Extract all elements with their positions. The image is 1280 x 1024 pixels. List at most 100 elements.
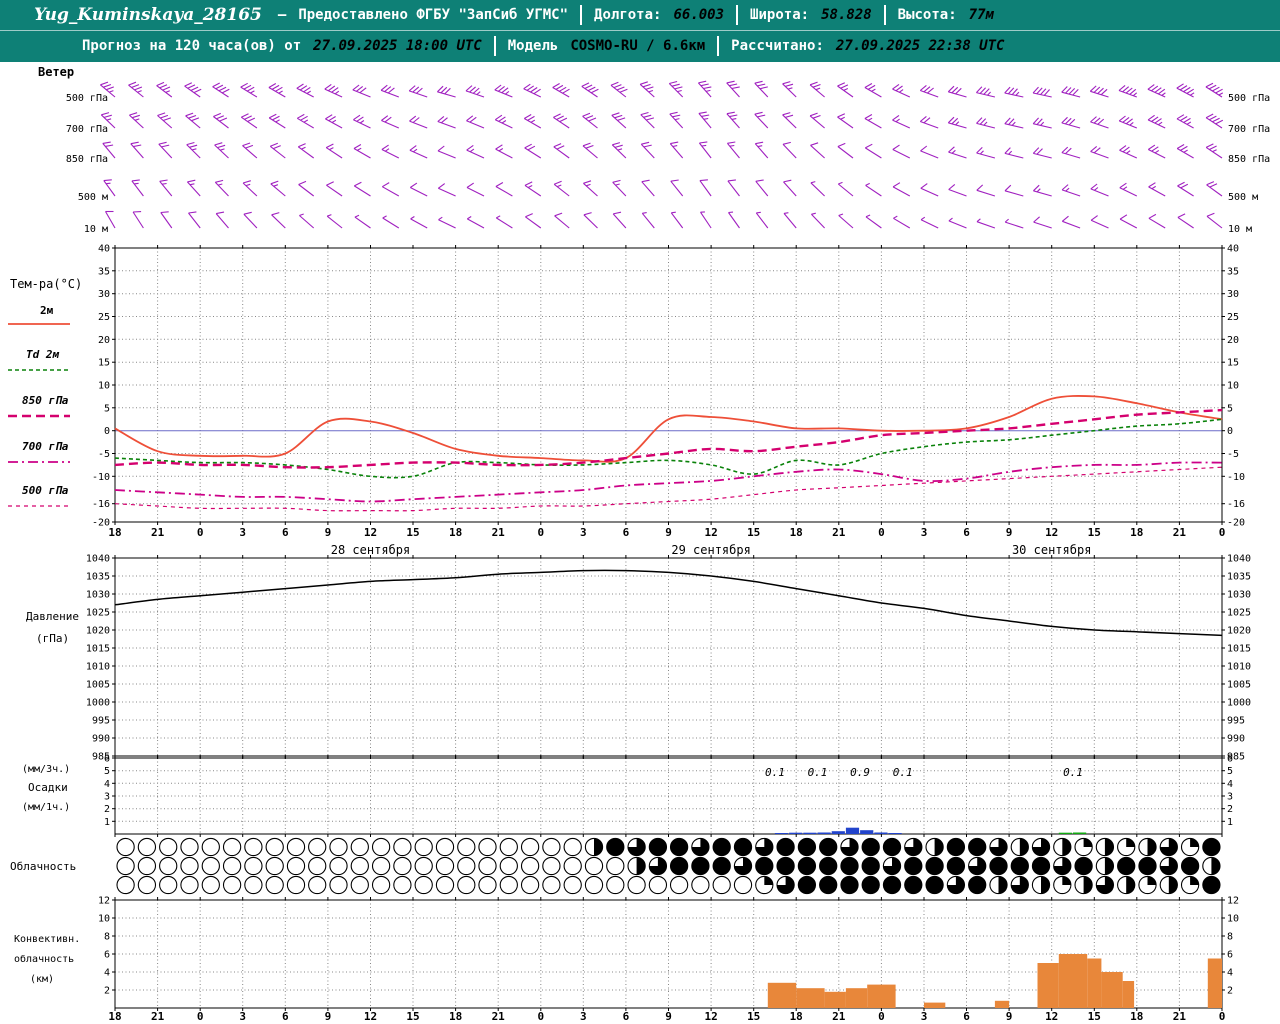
- header-separator: [493, 36, 496, 56]
- svg-text:12: 12: [364, 1010, 377, 1023]
- svg-text:12: 12: [1045, 526, 1058, 539]
- svg-text:15: 15: [1088, 1010, 1101, 1023]
- svg-text:3: 3: [1227, 792, 1233, 803]
- svg-text:-16: -16: [1227, 499, 1245, 510]
- svg-text:40: 40: [1227, 244, 1239, 255]
- svg-text:4: 4: [1227, 779, 1233, 790]
- svg-text:3: 3: [580, 526, 587, 539]
- svg-text:15: 15: [1088, 526, 1101, 539]
- svg-text:12: 12: [1045, 1010, 1058, 1023]
- svg-text:-16: -16: [92, 499, 110, 510]
- wind-barbs-1: [100, 111, 1224, 129]
- station-name: Yug_Kuminskaya_28165: [34, 5, 262, 25]
- svg-text:21: 21: [492, 1010, 506, 1023]
- panel-borders: [112, 245, 1225, 1011]
- svg-text:(мм/3ч.): (мм/3ч.): [22, 764, 70, 775]
- svg-text:985: 985: [1227, 752, 1245, 763]
- svg-text:18: 18: [108, 1010, 121, 1023]
- svg-text:25: 25: [98, 312, 110, 323]
- svg-text:4: 4: [104, 779, 110, 790]
- svg-text:15: 15: [98, 358, 110, 369]
- header: Yug_Kuminskaya_28165 — Предоставлено ФГБ…: [0, 0, 1280, 62]
- svg-text:(мм/1ч.): (мм/1ч.): [22, 802, 70, 813]
- svg-text:1035: 1035: [1227, 572, 1251, 583]
- svg-text:Давление: Давление: [26, 610, 79, 623]
- svg-text:15: 15: [406, 526, 419, 539]
- svg-text:3: 3: [104, 792, 110, 803]
- svg-text:15: 15: [406, 1010, 419, 1023]
- svg-text:5: 5: [104, 403, 110, 414]
- svg-text:1015: 1015: [86, 644, 110, 655]
- header-separator: [580, 5, 583, 25]
- svg-text:9: 9: [1006, 526, 1013, 539]
- svg-text:9: 9: [1006, 1010, 1013, 1023]
- svg-text:0.1: 0.1: [1063, 766, 1083, 779]
- svg-text:500 гПа: 500 гПа: [22, 484, 69, 497]
- svg-text:500 гПа: 500 гПа: [1228, 93, 1270, 104]
- svg-text:-10: -10: [92, 472, 110, 483]
- svg-text:10: 10: [98, 381, 110, 392]
- longitude-value: 66.003: [673, 7, 725, 23]
- svg-text:6: 6: [963, 1010, 970, 1023]
- svg-text:Осадки: Осадки: [28, 781, 68, 794]
- temp-series-Td 2м: [114, 418, 1223, 479]
- temperature-legend: Тем-ра(°C) 2м Td 2м 850 гПа 700 гПа 500 гПа: [8, 277, 82, 507]
- svg-text:0: 0: [878, 1010, 885, 1023]
- svg-text:6: 6: [104, 950, 110, 961]
- svg-text:Ветер: Ветер: [38, 65, 74, 79]
- svg-text:21: 21: [151, 526, 165, 539]
- svg-text:1005: 1005: [1227, 680, 1251, 691]
- svg-text:6: 6: [282, 526, 289, 539]
- svg-text:850 гПа: 850 гПа: [66, 154, 108, 165]
- svg-text:15: 15: [747, 1010, 760, 1023]
- svg-text:10: 10: [1227, 381, 1239, 392]
- svg-text:6: 6: [623, 1010, 630, 1023]
- svg-text:1000: 1000: [86, 698, 110, 709]
- svg-text:2м: 2м: [40, 304, 54, 317]
- temp-series-850 гПа: [114, 408, 1223, 469]
- model-label: Модель: [507, 38, 559, 54]
- pressure-panel-labels: Давление (гПа): [26, 610, 79, 645]
- svg-text:18: 18: [790, 1010, 803, 1023]
- svg-text:Конвективн.: Конвективн.: [14, 934, 80, 945]
- svg-text:3: 3: [239, 526, 246, 539]
- svg-text:12: 12: [1227, 896, 1239, 907]
- forecast-time: 27.09.2025 18:00 UTC: [313, 38, 482, 54]
- svg-text:9: 9: [325, 526, 332, 539]
- svg-text:0: 0: [104, 426, 110, 437]
- svg-text:5: 5: [1227, 766, 1233, 777]
- svg-text:21: 21: [832, 1010, 846, 1023]
- svg-text:-20: -20: [1227, 518, 1245, 529]
- convective-panel-labels: Конвективн. облачность (км): [14, 934, 80, 985]
- svg-text:29 сентября: 29 сентября: [671, 543, 750, 557]
- svg-text:3: 3: [239, 1010, 246, 1023]
- svg-text:-5: -5: [98, 449, 110, 460]
- svg-text:Облачность: Облачность: [10, 860, 76, 873]
- svg-text:0: 0: [197, 1010, 204, 1023]
- svg-text:12: 12: [98, 896, 110, 907]
- svg-text:995: 995: [1227, 716, 1245, 727]
- svg-text:1030: 1030: [86, 590, 110, 601]
- svg-text:8: 8: [1227, 932, 1233, 943]
- svg-text:9: 9: [325, 1010, 332, 1023]
- svg-text:2: 2: [1227, 804, 1233, 815]
- horizontal-gridlines: [115, 270, 1222, 991]
- svg-text:18: 18: [449, 1010, 462, 1023]
- svg-text:Td 2м: Td 2м: [26, 348, 59, 361]
- svg-text:700 гПа: 700 гПа: [66, 124, 108, 135]
- svg-text:0: 0: [1227, 426, 1233, 437]
- svg-text:28 сентября: 28 сентября: [331, 543, 410, 557]
- svg-text:0.1: 0.1: [893, 766, 913, 779]
- svg-text:21: 21: [492, 526, 506, 539]
- calculated-label: Рассчитано:: [731, 38, 824, 54]
- svg-text:990: 990: [1227, 734, 1245, 745]
- svg-text:2: 2: [104, 986, 110, 997]
- convective-cloud-bars: [767, 954, 1222, 1008]
- wind-level-labels: 500 м 500 м: [78, 192, 1258, 203]
- svg-text:12: 12: [704, 526, 717, 539]
- svg-text:3: 3: [921, 526, 928, 539]
- header-separator: [717, 36, 720, 56]
